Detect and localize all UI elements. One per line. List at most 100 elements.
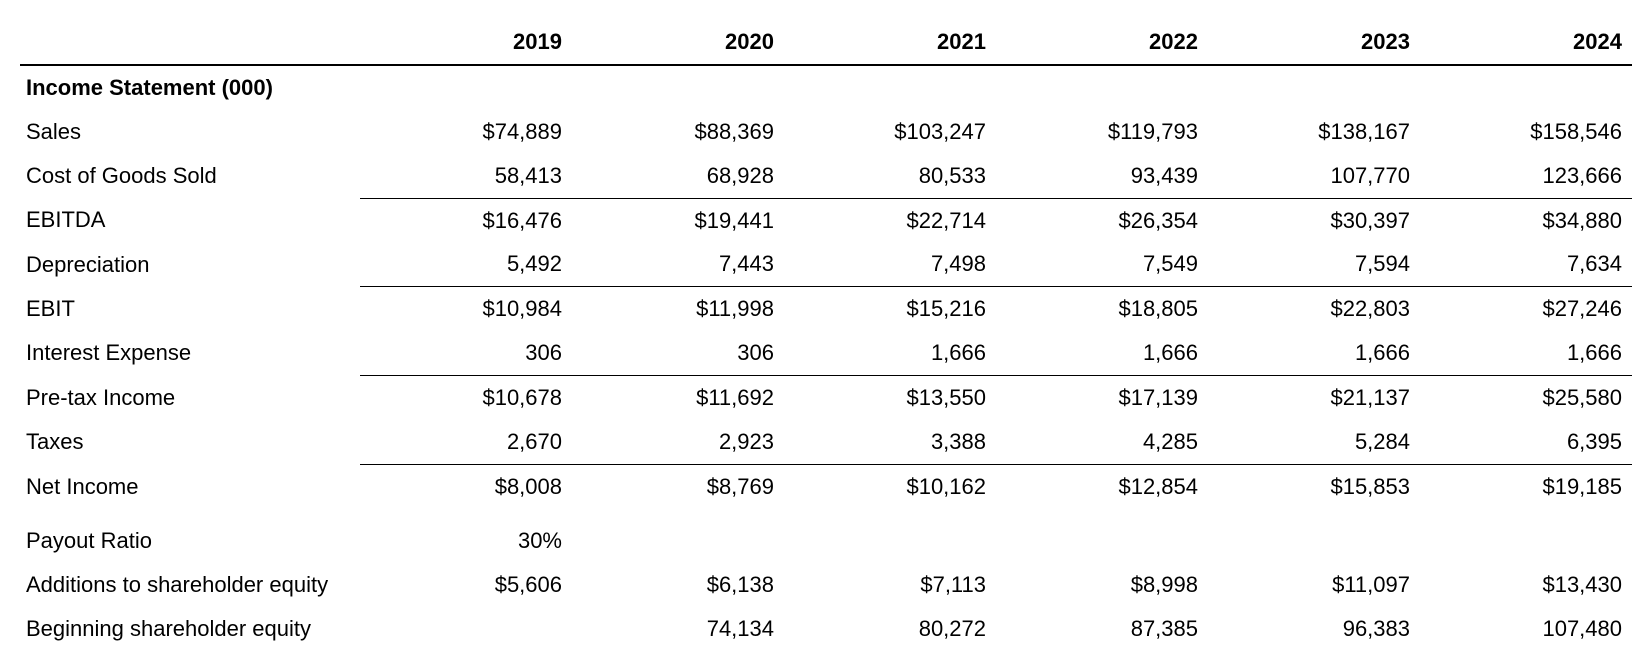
row-net-income: Net Income $8,008 $8,769 $10,162 $12,854… xyxy=(20,464,1632,508)
cell: 68,928 xyxy=(572,154,784,198)
cell: $11,998 xyxy=(572,287,784,331)
cell xyxy=(1420,509,1632,563)
cell: $6,138 xyxy=(572,563,784,607)
header-year: 2021 xyxy=(784,20,996,65)
cell: 30% xyxy=(360,509,572,563)
income-statement-table: 2019 2020 2021 2022 2023 2024 Income Sta… xyxy=(20,20,1632,650)
cell: 123,666 xyxy=(1420,154,1632,198)
cell: 5,492 xyxy=(360,242,572,286)
cell: $119,793 xyxy=(996,110,1208,154)
header-year: 2024 xyxy=(1420,20,1632,65)
cell: $74,889 xyxy=(360,110,572,154)
cell: 5,284 xyxy=(1208,420,1420,464)
row-label: Sales xyxy=(20,110,360,154)
cell: $21,137 xyxy=(1208,376,1420,420)
cell: $19,185 xyxy=(1420,464,1632,508)
cell: 1,666 xyxy=(1208,331,1420,375)
cell: 74,134 xyxy=(572,607,784,651)
cell: $26,354 xyxy=(996,198,1208,242)
cell: 306 xyxy=(572,331,784,375)
cell: 1,666 xyxy=(1420,331,1632,375)
cell: $8,998 xyxy=(996,563,1208,607)
cell: $138,167 xyxy=(1208,110,1420,154)
cell: 107,770 xyxy=(1208,154,1420,198)
cell: 2,923 xyxy=(572,420,784,464)
row-pretax-income: Pre-tax Income $10,678 $11,692 $13,550 $… xyxy=(20,376,1632,420)
cell: $10,678 xyxy=(360,376,572,420)
cell: $88,369 xyxy=(572,110,784,154)
cell: 7,549 xyxy=(996,242,1208,286)
cell xyxy=(784,509,996,563)
cell: 80,272 xyxy=(784,607,996,651)
row-interest-expense: Interest Expense 306 306 1,666 1,666 1,6… xyxy=(20,331,1632,375)
cell: $18,805 xyxy=(996,287,1208,331)
cell: $30,397 xyxy=(1208,198,1420,242)
row-additions-equity: Additions to shareholder equity $5,606 $… xyxy=(20,563,1632,607)
cell: $10,162 xyxy=(784,464,996,508)
cell: 1,666 xyxy=(784,331,996,375)
row-label: Depreciation xyxy=(20,242,360,286)
row-taxes: Taxes 2,670 2,923 3,388 4,285 5,284 6,39… xyxy=(20,420,1632,464)
cell: 2,670 xyxy=(360,420,572,464)
cell: $13,550 xyxy=(784,376,996,420)
row-beginning-equity: Beginning shareholder equity 74,134 80,2… xyxy=(20,607,1632,651)
cell: 58,413 xyxy=(360,154,572,198)
cell: 7,443 xyxy=(572,242,784,286)
row-label: Net Income xyxy=(20,464,360,508)
cell xyxy=(996,509,1208,563)
row-payout-ratio: Payout Ratio 30% xyxy=(20,509,1632,563)
row-label: Cost of Goods Sold xyxy=(20,154,360,198)
row-label: Taxes xyxy=(20,420,360,464)
cell: $27,246 xyxy=(1420,287,1632,331)
cell: $103,247 xyxy=(784,110,996,154)
cell: 3,388 xyxy=(784,420,996,464)
cell xyxy=(1208,509,1420,563)
cell: $19,441 xyxy=(572,198,784,242)
cell: $7,113 xyxy=(784,563,996,607)
cell: 7,594 xyxy=(1208,242,1420,286)
cell: $5,606 xyxy=(360,563,572,607)
header-year: 2020 xyxy=(572,20,784,65)
cell: 96,383 xyxy=(1208,607,1420,651)
cell: 306 xyxy=(360,331,572,375)
row-label: EBITDA xyxy=(20,198,360,242)
row-sales: Sales $74,889 $88,369 $103,247 $119,793 … xyxy=(20,110,1632,154)
header-blank xyxy=(20,20,360,65)
cell: $16,476 xyxy=(360,198,572,242)
cell: 107,480 xyxy=(1420,607,1632,651)
cell: 80,533 xyxy=(784,154,996,198)
cell: $34,880 xyxy=(1420,198,1632,242)
row-label: Pre-tax Income xyxy=(20,376,360,420)
header-year: 2019 xyxy=(360,20,572,65)
cell: $22,803 xyxy=(1208,287,1420,331)
cell: $17,139 xyxy=(996,376,1208,420)
cell: $8,008 xyxy=(360,464,572,508)
cell: $8,769 xyxy=(572,464,784,508)
cell: $15,216 xyxy=(784,287,996,331)
row-label: Interest Expense xyxy=(20,331,360,375)
cell: 7,498 xyxy=(784,242,996,286)
cell: 7,634 xyxy=(1420,242,1632,286)
cell: $11,097 xyxy=(1208,563,1420,607)
cell: 87,385 xyxy=(996,607,1208,651)
cell: $22,714 xyxy=(784,198,996,242)
cell: $25,580 xyxy=(1420,376,1632,420)
cell: 4,285 xyxy=(996,420,1208,464)
row-cogs: Cost of Goods Sold 58,413 68,928 80,533 … xyxy=(20,154,1632,198)
row-ebit: EBIT $10,984 $11,998 $15,216 $18,805 $22… xyxy=(20,287,1632,331)
header-row: 2019 2020 2021 2022 2023 2024 xyxy=(20,20,1632,65)
section-title: Income Statement (000) xyxy=(20,65,1632,110)
cell xyxy=(360,607,572,651)
row-label: EBIT xyxy=(20,287,360,331)
cell: 93,439 xyxy=(996,154,1208,198)
row-label: Payout Ratio xyxy=(20,509,360,563)
row-label: Beginning shareholder equity xyxy=(20,607,360,651)
cell: $12,854 xyxy=(996,464,1208,508)
row-ebitda: EBITDA $16,476 $19,441 $22,714 $26,354 $… xyxy=(20,198,1632,242)
cell: 1,666 xyxy=(996,331,1208,375)
cell xyxy=(572,509,784,563)
row-label: Additions to shareholder equity xyxy=(20,563,360,607)
cell: $11,692 xyxy=(572,376,784,420)
cell: $15,853 xyxy=(1208,464,1420,508)
cell: $158,546 xyxy=(1420,110,1632,154)
